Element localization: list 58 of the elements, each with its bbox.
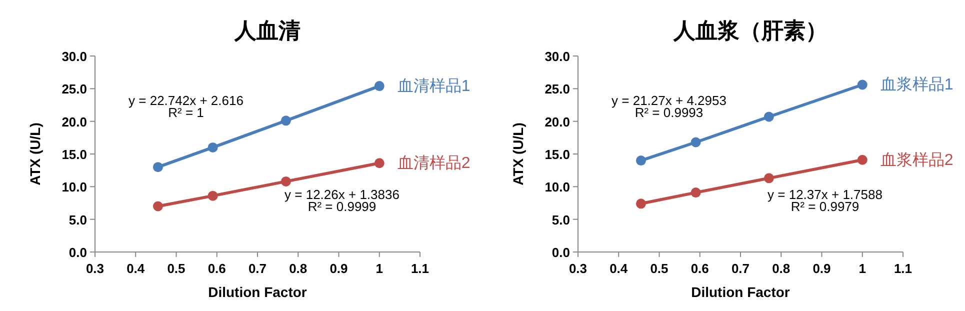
point	[374, 158, 384, 168]
point	[280, 176, 291, 186]
x-tick-label: 0.7	[248, 261, 267, 276]
point	[208, 142, 218, 152]
y-tick-label: 15.0	[62, 147, 87, 162]
x-tick-label: 0.3	[568, 261, 588, 276]
y-tick-label: 10.0	[62, 180, 87, 195]
x-tick-label: 0.4	[610, 261, 628, 276]
y-tick-label: 25.0	[62, 82, 87, 97]
point	[636, 156, 646, 166]
point	[208, 190, 218, 201]
x-tick-label: 0.6	[208, 261, 226, 276]
point	[764, 173, 774, 184]
x-tick-label: 0.5	[650, 261, 668, 276]
y-tick-label: 0.0	[68, 245, 87, 260]
series-label: 血浆样品2	[880, 150, 954, 169]
x-tick-label: 1	[376, 261, 383, 276]
y-tick-label: 10.0	[544, 180, 570, 195]
x-tick-label: 0.9	[330, 261, 348, 276]
y-axis-title: ATX (U/L)	[27, 122, 43, 186]
x-tick-label: 1.1	[410, 261, 430, 276]
point	[764, 112, 774, 122]
chart-title: 人血清	[234, 18, 300, 43]
point	[690, 188, 701, 198]
x-tick-label: 0.5	[167, 261, 186, 276]
x-tick-label: 0.8	[772, 261, 790, 276]
y-tick-label: 20.0	[544, 114, 570, 130]
x-tick-label: 0.6	[690, 261, 709, 276]
y-tick-label: 5.0	[552, 212, 570, 228]
x-axis-title: Dilution Factor	[208, 284, 308, 300]
point	[374, 81, 384, 92]
series-label: 血清样品1	[397, 77, 470, 96]
point	[280, 116, 291, 126]
x-axis-title: Dilution Factor	[691, 284, 790, 300]
y-axis-title: ATX (U/L)	[510, 122, 526, 186]
point	[690, 137, 701, 148]
point	[857, 154, 868, 165]
x-tick-label: 0.9	[812, 261, 831, 276]
y-tick-label: 30.0	[544, 49, 570, 64]
y-tick-label: 25.0	[544, 82, 570, 97]
y-tick-label: 20.0	[62, 114, 87, 130]
y-tick-label: 15.0	[544, 147, 570, 162]
x-tick-label: 0.8	[289, 261, 308, 276]
y-tick-label: 5.0	[68, 212, 87, 228]
point	[857, 80, 868, 90]
y-tick-label: 0.0	[552, 245, 570, 260]
point	[152, 201, 163, 212]
x-tick-label: 1.1	[894, 261, 912, 276]
chart-title: 人血浆（肝素）	[672, 18, 828, 43]
point	[636, 198, 646, 209]
series-label: 血浆样品1	[880, 76, 954, 94]
point	[152, 162, 163, 172]
x-tick-label: 0.7	[731, 261, 750, 276]
x-tick-label: 0.4	[126, 261, 146, 276]
y-tick-label: 30.0	[62, 49, 87, 64]
x-tick-label: 0.3	[86, 261, 104, 276]
x-tick-label: 1	[858, 261, 866, 276]
series-label: 血清样品2	[397, 154, 470, 172]
